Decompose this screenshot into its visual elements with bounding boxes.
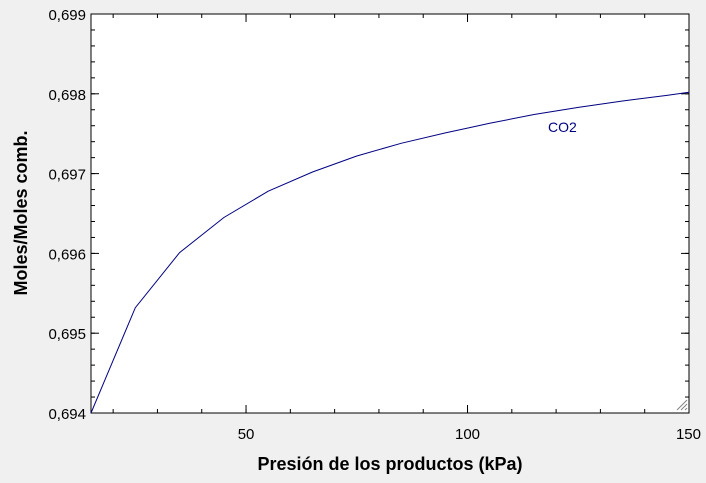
- y-tick-label: 0,699: [48, 7, 86, 24]
- y-tick-label: 0,696: [48, 246, 86, 263]
- y-tick-label: 0,694: [48, 406, 86, 423]
- y-tick-label: 0,698: [48, 87, 86, 104]
- y-tick-label: 0,695: [48, 326, 86, 343]
- y-axis-title: Moles/Moles comb.: [11, 130, 31, 295]
- tick-labels: 50 100 150 0,694 0,695 0,696 0,697 0,698 0,699: [48, 7, 701, 443]
- series-group: CO2: [90, 91, 690, 414]
- x-tick-label: 150: [676, 426, 701, 443]
- plot-area: [90, 13, 690, 414]
- x-tick-label: 50: [238, 426, 255, 443]
- y-tick-label: 0,697: [48, 167, 86, 184]
- series-label-co2: CO2: [548, 119, 577, 135]
- resize-grip-icon[interactable]: [676, 399, 688, 411]
- x-tick-label: 100: [455, 426, 480, 443]
- x-axis-title: Presión de los productos (kPa): [257, 454, 522, 474]
- axis-ticks: [91, 13, 690, 414]
- series-line-co2: [90, 91, 690, 414]
